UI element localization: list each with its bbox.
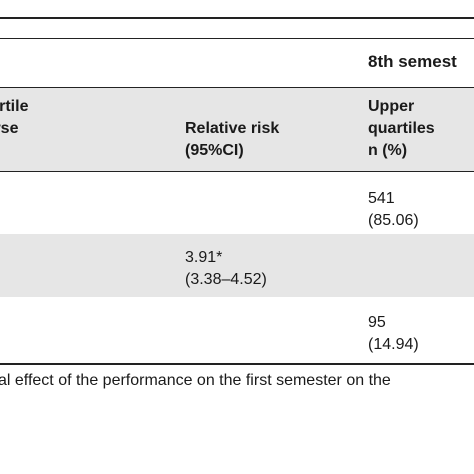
top-rule-secondary xyxy=(0,38,474,39)
table-row-3-upper-quartiles: 95 (14.94) xyxy=(368,312,419,356)
body-rule xyxy=(0,171,474,172)
column-header-upper-quartiles: Upper quartiles n (%) xyxy=(368,96,435,162)
spanning-header: 8th semest xyxy=(368,52,457,71)
table-row-2-rr-ci: (3.38–4.52) xyxy=(185,271,267,288)
column-header-relative-risk-line2: (95%CI) xyxy=(185,142,244,159)
table-row-1-percent: (85.06) xyxy=(368,212,419,229)
table-row-2-relative-risk: 3.91* (3.38–4.52) xyxy=(185,247,267,291)
column-header-upper-quartiles-line1: Upper xyxy=(368,98,415,115)
table-row-1-upper-quartiles: 541 (85.06) xyxy=(368,188,419,232)
top-rule xyxy=(0,17,474,19)
column-header-relative-risk-line1: Relative risk xyxy=(185,120,280,137)
table-row-3-count: 95 xyxy=(368,314,386,331)
column-header-quartile-line1: r quartile xyxy=(0,98,29,115)
shaded-row-background xyxy=(0,234,474,297)
column-header-upper-quartiles-line2: quartiles xyxy=(368,120,435,137)
column-header-quartile: r quartile course xyxy=(0,96,28,140)
table-caption: al effect of the performance on the firs… xyxy=(0,372,391,389)
header-row-background xyxy=(0,88,474,171)
header-rule xyxy=(0,87,474,88)
bottom-rule xyxy=(0,363,474,365)
column-header-quartile-line2: course xyxy=(0,120,19,137)
table-row-2-rr-value: 3.91* xyxy=(185,249,223,266)
table-row-3-percent: (14.94) xyxy=(368,336,419,353)
table-row-1-count: 541 xyxy=(368,190,395,207)
column-header-relative-risk: Relative risk (95%CI) xyxy=(185,118,279,162)
column-header-upper-quartiles-line3: n (%) xyxy=(368,142,408,159)
